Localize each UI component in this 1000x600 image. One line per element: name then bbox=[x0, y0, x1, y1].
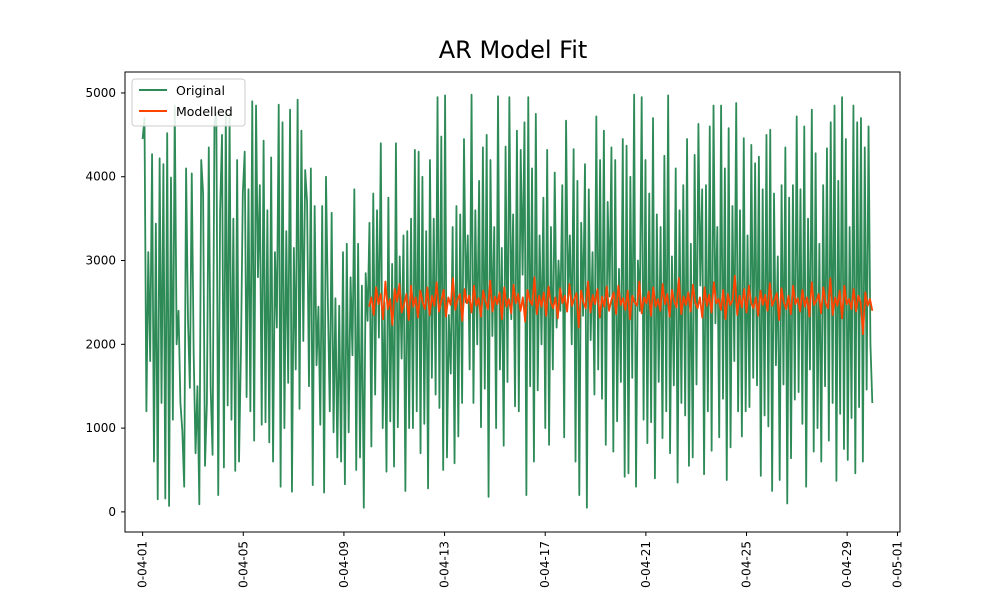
legend-label-original: Original bbox=[176, 83, 225, 98]
legend-label-modelled: Modelled bbox=[176, 104, 233, 119]
y-tick-label: 3000 bbox=[85, 254, 116, 268]
x-tick-label: 0-04-05 bbox=[236, 541, 250, 588]
plot-frame bbox=[124, 71, 901, 533]
legend: Original Modelled bbox=[131, 78, 246, 127]
y-tick-label: 5000 bbox=[85, 86, 116, 100]
y-axis: 0 1000 2000 3000 4000 5000 bbox=[85, 86, 125, 519]
x-tick-label: 0-05-01 bbox=[890, 541, 904, 588]
x-tick-label: 0-04-21 bbox=[639, 541, 653, 588]
x-tick-label: 0-04-17 bbox=[538, 541, 552, 588]
y-tick-label: 2000 bbox=[85, 337, 116, 351]
x-tick-label: 0-04-13 bbox=[438, 541, 452, 588]
y-tick-label: 0 bbox=[108, 505, 116, 519]
y-tick-label: 1000 bbox=[85, 421, 116, 435]
x-tick-label: 0-04-01 bbox=[136, 541, 150, 588]
x-axis: 0-04-01 0-04-05 0-04-09 0-04-13 0-04-17 0-04-… bbox=[136, 532, 904, 588]
x-tick-label: 0-04-09 bbox=[337, 541, 351, 588]
y-tick-label: 4000 bbox=[85, 170, 116, 184]
series-line-original bbox=[141, 93, 874, 509]
chart-title: AR Model Fit bbox=[439, 36, 588, 64]
plot-area bbox=[141, 93, 874, 509]
x-tick-label: 0-04-29 bbox=[840, 541, 854, 588]
series-line-modelled bbox=[368, 274, 874, 336]
x-tick-label: 0-04-25 bbox=[740, 541, 754, 588]
